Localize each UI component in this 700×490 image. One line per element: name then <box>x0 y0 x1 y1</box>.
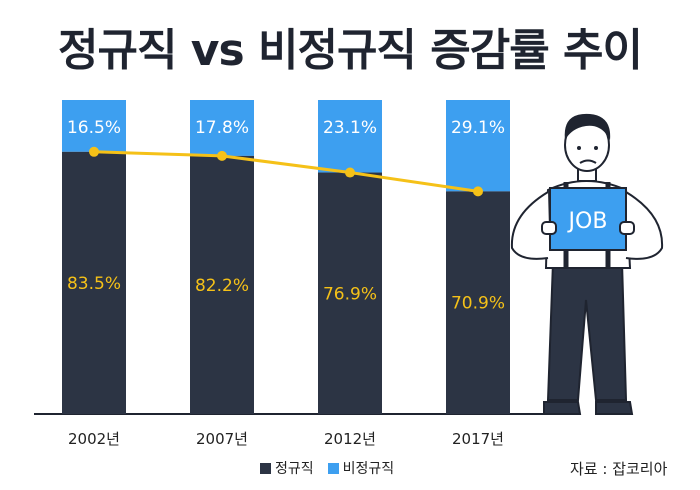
left-eye-shape <box>577 146 581 150</box>
trend-point-1 <box>217 150 227 161</box>
data-label-irregular-2: 23.1% <box>323 118 377 138</box>
data-label-regular-3: 70.9% <box>451 294 505 314</box>
bar-regular-1 <box>190 155 254 414</box>
right-eye-shape <box>594 146 598 150</box>
legend-item-regular: 정규직 <box>260 458 314 478</box>
data-label-irregular-3: 29.1% <box>451 118 505 138</box>
data-label-regular-0: 83.5% <box>67 274 121 294</box>
x-tick-label-3: 2017년 <box>452 430 504 448</box>
bar-irregular-2 <box>318 100 382 173</box>
mouth-shape <box>579 159 597 164</box>
legend-item-irregular: 비정규직 <box>327 458 395 478</box>
trend-point-3 <box>473 186 483 197</box>
left-arm-shape <box>510 191 549 260</box>
bar-regular-2 <box>318 172 382 414</box>
x-tick-label-1: 2007년 <box>196 430 248 448</box>
bar-irregular-1 <box>190 100 254 156</box>
bar-irregular-0 <box>62 100 126 152</box>
legend-label-regular: 정규직 <box>275 461 314 477</box>
trend-line <box>93 150 479 193</box>
data-label-irregular-1: 17.8% <box>195 118 249 138</box>
job-seeker-illustration: JOB <box>510 113 664 415</box>
bar-regular-0 <box>62 151 126 414</box>
chart-title: 정규직 vs 비정규직 증감률 추이 <box>58 25 643 76</box>
left-shoe-shape <box>543 401 582 415</box>
right-hand-shape <box>619 221 635 235</box>
legend-label-irregular: 비정규직 <box>342 461 395 477</box>
trend-point-0 <box>89 146 99 157</box>
x-tick-label-2: 2012년 <box>324 430 376 448</box>
trend-point-2 <box>345 167 355 178</box>
source-note: 자료 : 잡코리아 <box>570 460 668 478</box>
x-tick-label-0: 2002년 <box>68 430 120 448</box>
hair-shape <box>564 113 611 140</box>
legend: 정규직 비정규직 <box>260 458 408 478</box>
job-sign-board <box>549 187 627 251</box>
right-shoe-shape <box>595 401 634 415</box>
data-label-regular-2: 76.9% <box>323 284 377 304</box>
job-sign-text: JOB <box>567 209 608 234</box>
legend-swatch-regular <box>260 462 271 474</box>
legend-swatch-irregular <box>327 462 339 474</box>
left-hand-shape <box>541 221 557 235</box>
data-label-regular-1: 82.2% <box>195 276 249 296</box>
right-arm-shape <box>625 191 664 260</box>
pants-shape <box>546 261 628 401</box>
bar-regular-3 <box>446 191 510 414</box>
data-label-irregular-0: 16.5% <box>67 118 121 138</box>
bar-irregular-3 <box>446 100 510 192</box>
